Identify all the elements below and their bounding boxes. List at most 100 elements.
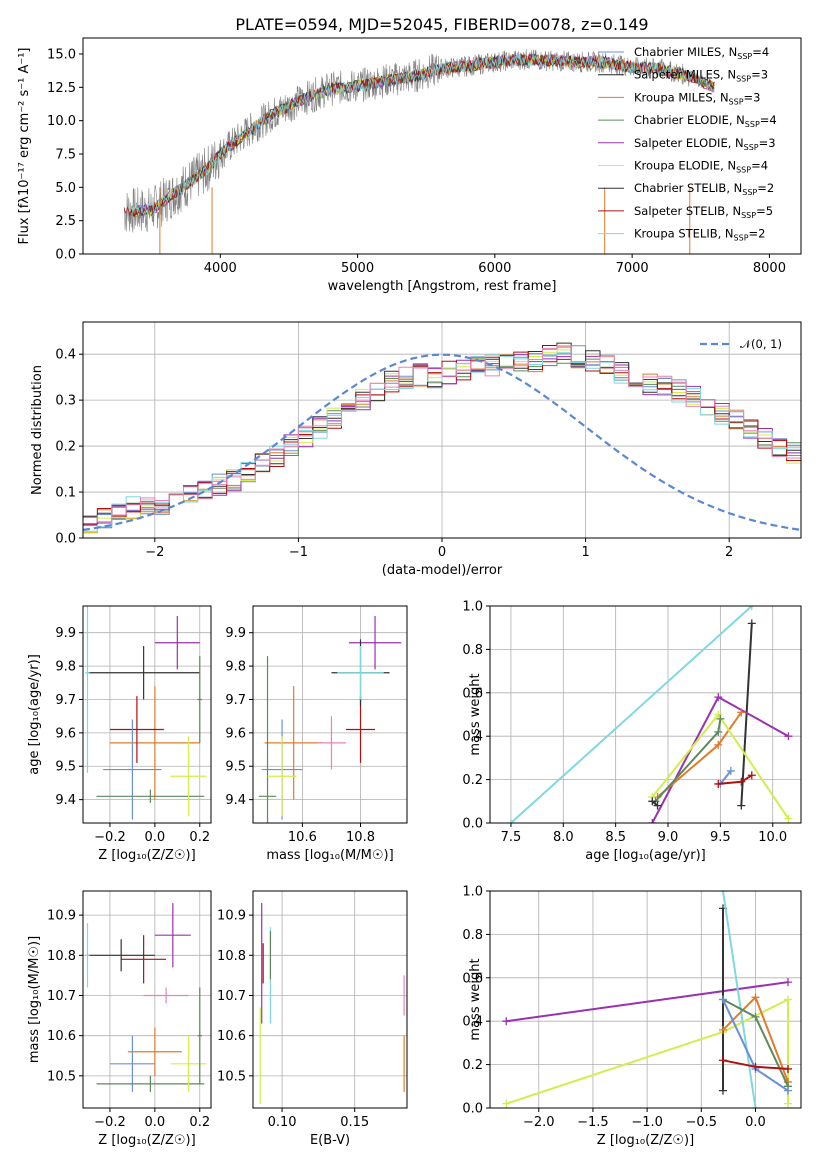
x-axis-label: (data-model)/error [382,563,503,578]
x-tick-label: −0.2 [94,1115,126,1130]
y-tick-label: 9.4 [55,793,76,808]
series-line-0 [510,606,753,823]
model-spectrum-6 [130,53,715,218]
axes-frame [489,605,802,824]
legend-entry: Salpeter ELODIE, NSSP=3 [634,136,776,152]
series-marker-1 [783,1099,792,1108]
x-tick-label: −0.2 [94,830,126,845]
y-axis-label: Normed distribution [30,365,45,495]
y-tick-label: 1.0 [462,600,483,615]
legend-name: Chabrier ELODIE, N [634,113,745,127]
y-tick-label: 0.6 [462,686,483,701]
y-tick-label: 0.2 [462,1058,483,1073]
legend-sub: SSP [737,52,752,61]
y-tick-label: 10.6 [217,1029,246,1044]
y-axis-label: age [log₁₀(age/yr)] [27,654,42,775]
series-marker-1 [502,1099,511,1108]
series-marker-5 [714,727,723,736]
legend-suffix: =2 [757,181,774,195]
series-marker-4 [718,1025,727,1034]
y-axis-label: mass weight [468,673,483,755]
series-marker-2 [648,819,657,823]
series-marker-3 [751,1104,760,1108]
legend-name: Kroupa MILES, N [634,90,729,104]
series-line-0 [506,981,789,1023]
y-tick-label: 9.8 [225,660,246,675]
series-marker-0 [506,819,515,823]
x-tick-label: −1 [289,545,308,560]
series-line-3 [722,891,757,1108]
x-tick-label: 8000 [753,261,786,276]
y-tick-label: 10.8 [47,949,76,964]
legend-entry: Salpeter STELIB, NSSP=5 [634,204,773,220]
x-axis-label: wavelength [Angstrom, rest frame] [328,279,557,294]
legend-entry: Chabrier MILES, NSSP=4 [634,45,769,61]
legend-suffix: =4 [760,113,777,127]
series-marker-3 [714,740,723,749]
x-axis-label: E(B-V) [310,1133,350,1148]
series-marker-3 [737,708,746,717]
histogram-step-6 [83,351,801,525]
y-tick-label: 0.2 [55,440,76,455]
legend-sub: SSP [734,234,749,243]
x-axis-label: Z [log₁₀(Z/Z☉)] [98,848,195,863]
legend-sub: SSP [729,97,744,106]
x-tick-label: −1.5 [577,1115,609,1130]
y-tick-label: 9.6 [225,726,246,741]
legend-suffix: =3 [759,136,776,150]
y-tick-label: 9.5 [225,760,246,775]
panel-spectrum: 4000 5000 6000 7000 8000 0.0 2.5 5.0 7.5 10.0 12.5… [17,15,802,294]
legend-entry: Kroupa MILES, NSSP=3 [634,90,760,106]
y-tick-label: 9.4 [225,793,246,808]
y-tick-label: 7.5 [55,148,76,163]
plot-area [502,891,792,1108]
y-tick-label: 0.4 [55,348,76,363]
series-marker-6 [783,1086,792,1095]
series-marker-4 [751,993,760,1002]
legend-suffix: =2 [749,227,766,241]
gaussian-curve [83,353,801,531]
x-tick-label: 2 [725,545,733,560]
legend-name: Kroupa ELODIE, N [634,159,736,173]
y-tick-label: 5.0 [55,181,76,196]
legend-name: Kroupa STELIB, N [634,227,734,241]
histogram-step-8 [83,345,801,523]
panel-residual-histogram: −2 −1 0 1 2 0.0 0.1 0.2 0.3 0.4 (data-model)/error… [30,321,802,578]
series-marker-5 [716,714,725,723]
y-tick-label: 10.7 [47,989,76,1004]
series-marker-0 [502,1017,511,1026]
y-tick-label: 2.5 [55,214,76,229]
x-tick-label: 4000 [204,261,237,276]
y-tick-label: 10.6 [47,1029,76,1044]
axes-frame [82,321,802,539]
x-axis-label: Z [log₁₀(Z/Z☉)] [98,1133,195,1148]
y-tick-label: 0.0 [55,248,76,263]
y-tick-label: 15.0 [47,48,76,63]
legend-entry: Kroupa STELIB, NSSP=2 [634,227,765,243]
series-marker-2 [784,732,793,741]
series-marker-0 [783,978,792,987]
legend-name: Chabrier STELIB, N [634,181,742,195]
series-marker-2 [714,693,723,702]
series-marker-2 [718,1086,727,1095]
x-tick-label: 0.2 [189,1115,210,1130]
y-tick-label: 9.9 [55,626,76,641]
y-tick-label: 10.0 [47,114,76,129]
x-tick-label: −2 [145,545,164,560]
y-tick-label: 0.6 [462,971,483,986]
x-tick-label: −1.0 [631,1115,663,1130]
x-tick-label: 6000 [478,261,511,276]
histogram-step-4 [83,349,801,533]
series-marker-4 [714,710,723,719]
x-tick-label: 9.5 [710,830,731,845]
y-tick-label: 10.8 [217,949,246,964]
y-tick-label: 0.3 [55,394,76,409]
series-marker-8 [653,801,662,810]
y-tick-label: 10.5 [217,1069,246,1084]
panel-mass-vs-Z: −0.2 0.0 0.2 10.5 10.6 10.7 10.8 10.9 Z [log₁₀(Z… [27,890,212,1148]
y-tick-label: 0.0 [462,817,483,832]
series-marker-8 [648,797,657,806]
series-marker-7 [714,779,723,788]
y-tick-label: 12.5 [47,81,76,96]
